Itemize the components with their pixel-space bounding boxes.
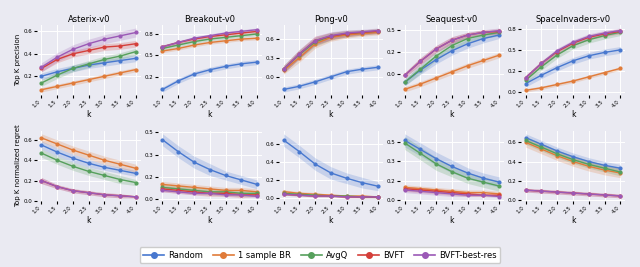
Legend: Random, 1 sample BR, AvgQ, BVFT, BVFT-best-res: Random, 1 sample BR, AvgQ, BVFT, BVFT-be…	[140, 247, 500, 263]
X-axis label: k: k	[207, 111, 212, 120]
X-axis label: k: k	[450, 216, 454, 225]
X-axis label: k: k	[571, 111, 575, 120]
Y-axis label: Top K precision: Top K precision	[15, 34, 21, 86]
Title: Breakout-v0: Breakout-v0	[184, 15, 236, 24]
X-axis label: k: k	[571, 216, 575, 225]
Title: Seaquest-v0: Seaquest-v0	[426, 15, 478, 24]
X-axis label: k: k	[86, 216, 91, 225]
X-axis label: k: k	[450, 111, 454, 120]
Title: SpaceInvaders-v0: SpaceInvaders-v0	[536, 15, 611, 24]
X-axis label: k: k	[328, 111, 333, 120]
X-axis label: k: k	[207, 216, 212, 225]
X-axis label: k: k	[328, 216, 333, 225]
Title: Asterix-v0: Asterix-v0	[67, 15, 110, 24]
X-axis label: k: k	[86, 111, 91, 120]
Title: Pong-v0: Pong-v0	[314, 15, 348, 24]
Y-axis label: Top K normalized regret: Top K normalized regret	[15, 124, 21, 207]
